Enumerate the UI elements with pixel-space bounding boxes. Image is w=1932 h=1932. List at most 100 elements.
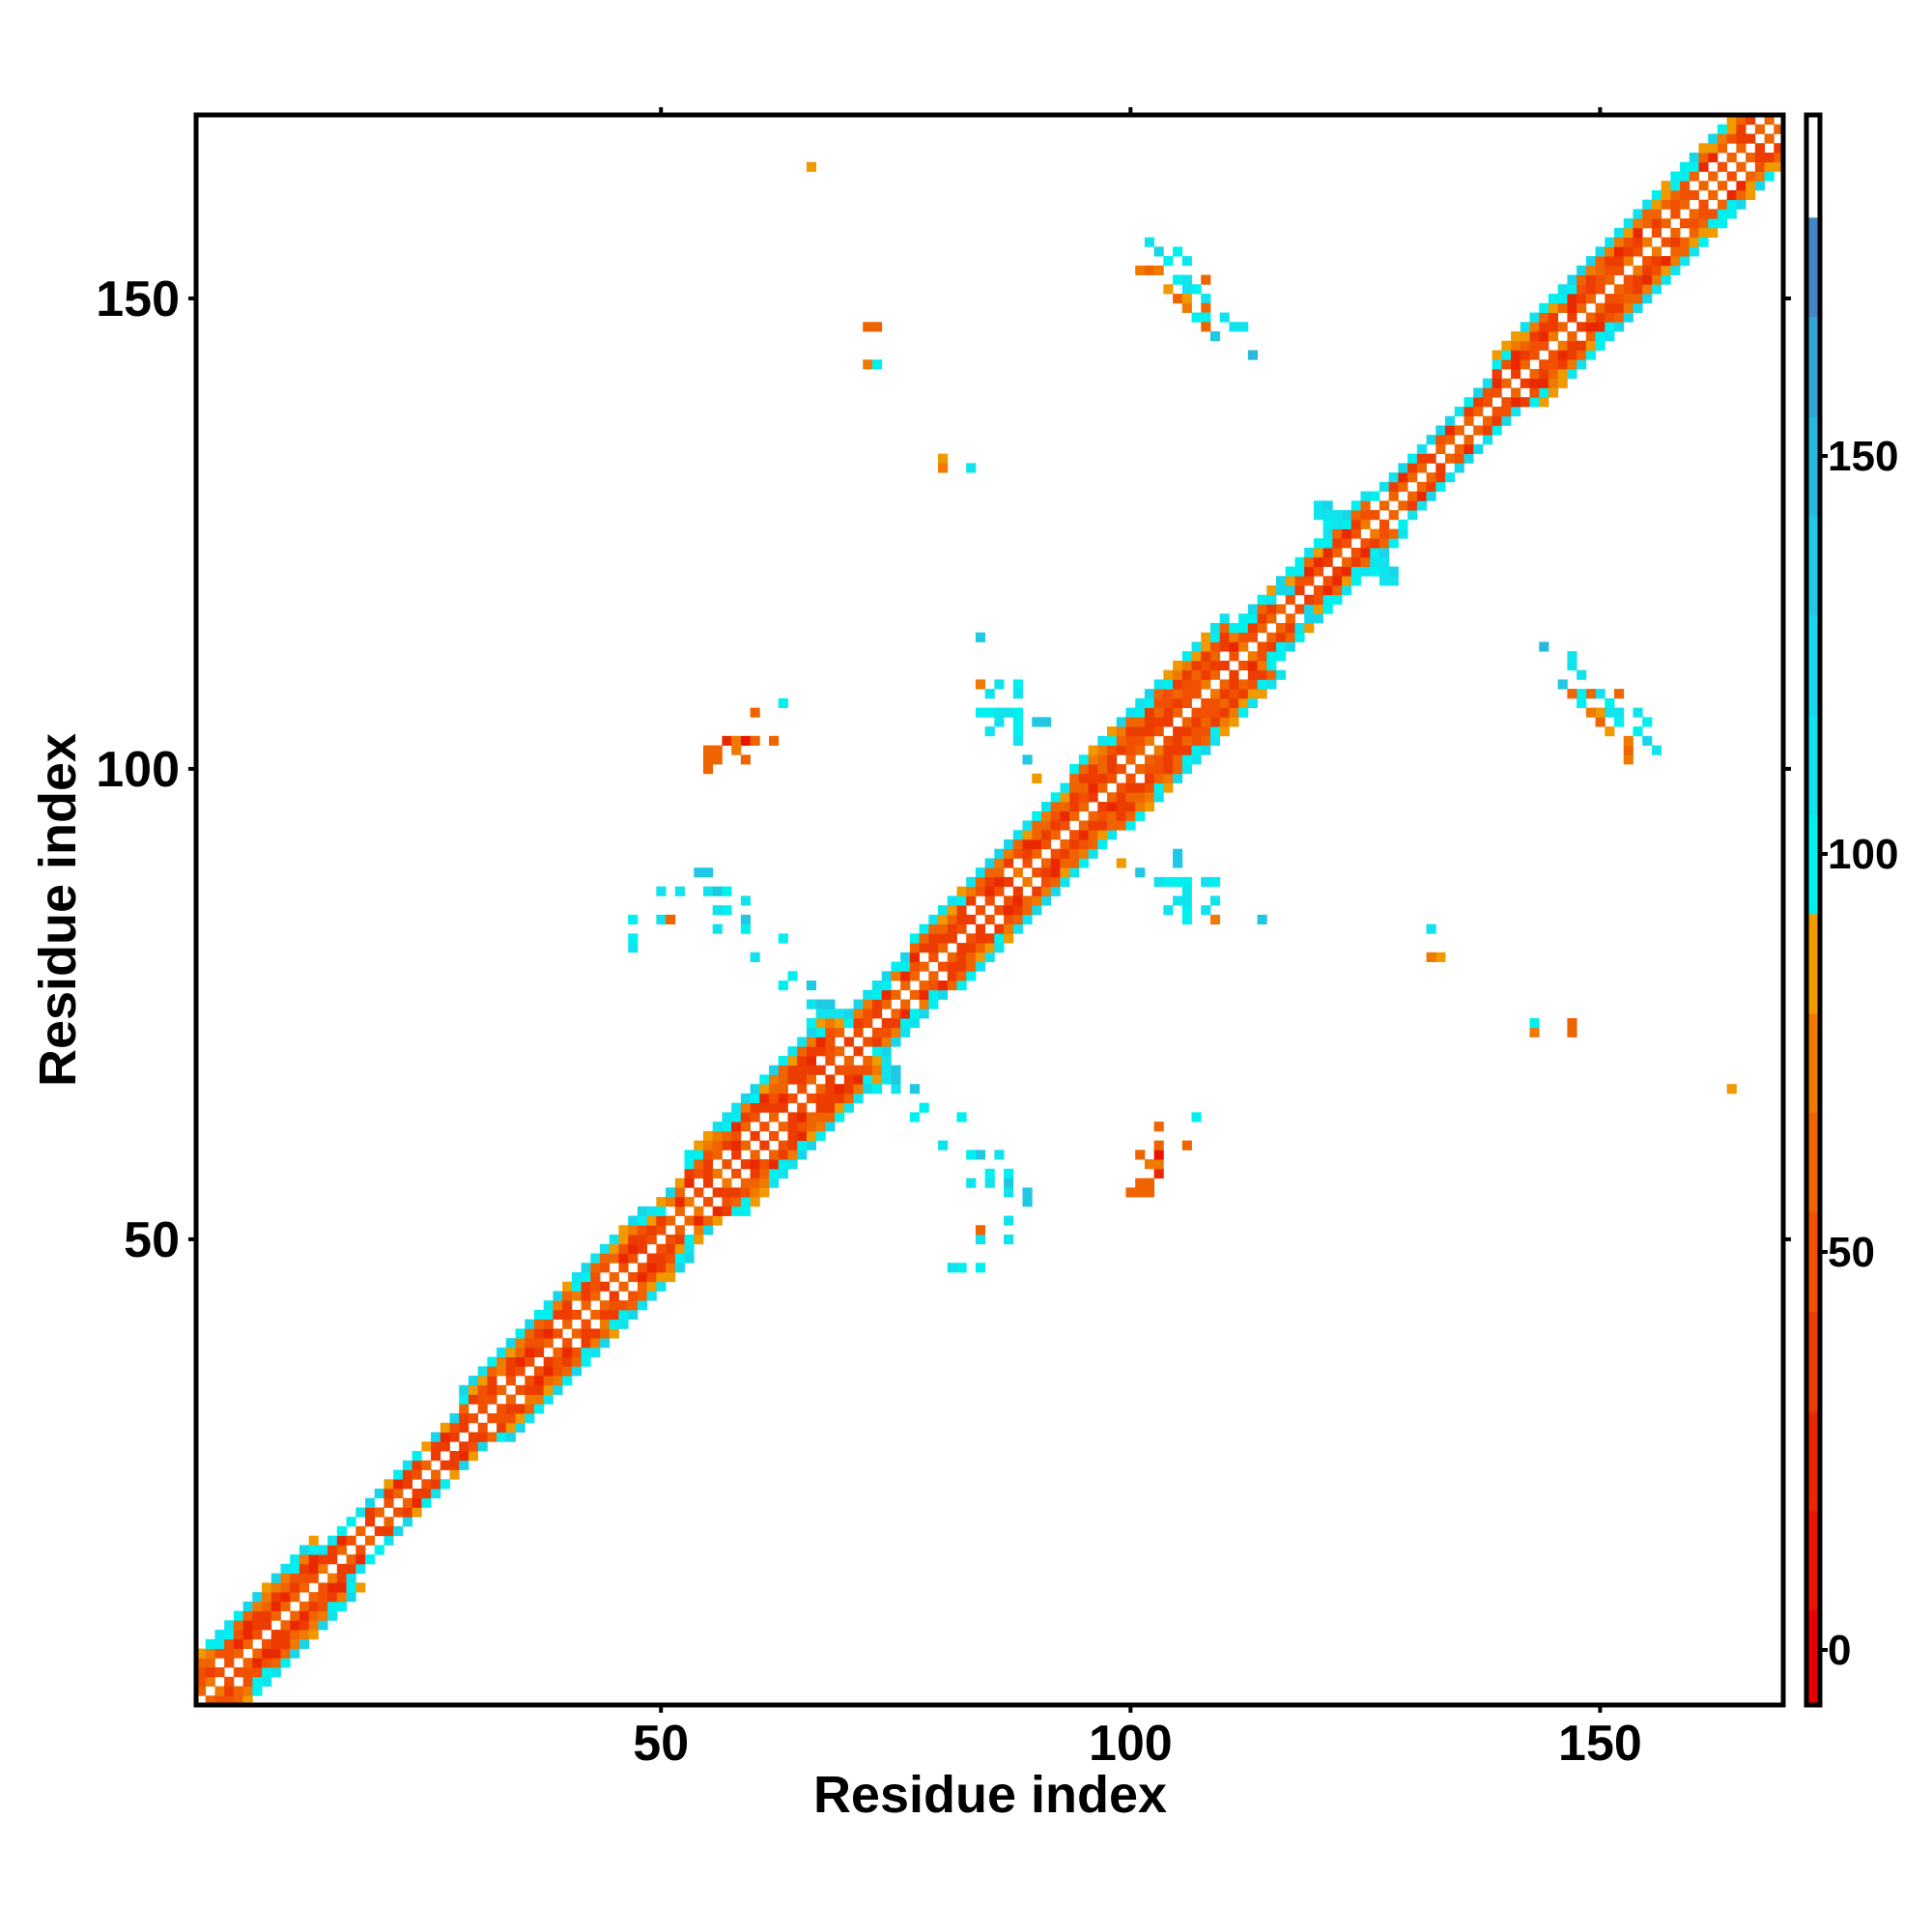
heatmap-cell <box>1209 632 1221 642</box>
heatmap-cell <box>1726 124 1737 134</box>
heatmap-cell <box>1257 613 1267 624</box>
colorbar-bin <box>1806 1609 1820 1706</box>
heatmap-cell <box>656 1197 667 1208</box>
heatmap-cell <box>1463 406 1474 417</box>
heatmap-cell <box>505 1432 516 1442</box>
heatmap-cell <box>1012 895 1023 906</box>
heatmap-cell <box>1595 265 1605 275</box>
heatmap-cell <box>1135 801 1146 812</box>
heatmap-cell <box>355 1525 366 1537</box>
heatmap-cell <box>863 1018 873 1029</box>
heatmap-cell <box>1304 548 1315 558</box>
heatmap-cell <box>1229 632 1239 642</box>
heatmap-cell <box>1342 584 1352 596</box>
heatmap-cell <box>431 1488 441 1499</box>
heatmap-cell <box>336 1525 347 1537</box>
heatmap-cell <box>600 1338 611 1349</box>
heatmap-cell <box>684 1235 695 1245</box>
heatmap-cell <box>881 1046 892 1057</box>
heatmap-cell <box>853 1074 864 1085</box>
heatmap-cell <box>1153 764 1164 775</box>
heatmap-cell <box>891 1065 901 1075</box>
heatmap-cell <box>1022 848 1033 859</box>
heatmap-cell <box>1144 707 1155 718</box>
heatmap-cell <box>666 1187 676 1198</box>
heatmap-cell <box>412 1497 422 1508</box>
heatmap-cell <box>1163 679 1174 690</box>
heatmap-cell <box>336 1582 347 1593</box>
heatmap-cell <box>1567 359 1577 370</box>
heatmap-cell <box>975 876 986 888</box>
heatmap-cell <box>280 1620 291 1631</box>
heatmap-cell <box>759 1159 770 1170</box>
heatmap-cell <box>1774 124 1784 134</box>
heatmap-cell <box>994 933 1005 944</box>
heatmap-cell <box>1191 641 1202 652</box>
heatmap-cell <box>477 1441 488 1452</box>
heatmap-cell <box>1247 622 1258 634</box>
heatmap-cell <box>835 1093 845 1104</box>
heatmap-cell <box>440 1422 450 1433</box>
heatmap-cell <box>843 1084 854 1094</box>
heatmap-cell <box>224 1620 235 1631</box>
heatmap-cell <box>956 895 967 906</box>
heatmap-cell <box>1764 133 1775 144</box>
heatmap-cell <box>1501 359 1512 370</box>
heatmap-cell <box>1181 1140 1192 1151</box>
heatmap-cell <box>956 923 967 934</box>
heatmap-cell <box>928 989 939 1000</box>
heatmap-cell <box>666 1271 676 1283</box>
heatmap-cell <box>797 1112 808 1122</box>
heatmap-cell <box>694 867 704 878</box>
heatmap-cell <box>1069 801 1080 812</box>
heatmap-cell <box>984 943 995 953</box>
heatmap-cell <box>431 1479 441 1490</box>
heatmap-cell <box>1642 274 1653 285</box>
heatmap-cell <box>553 1309 563 1321</box>
heatmap-cell <box>759 1187 770 1198</box>
heatmap-cell <box>1680 237 1690 247</box>
heatmap-cell <box>1088 792 1098 803</box>
heatmap-cell <box>497 1404 507 1414</box>
heatmap-cell <box>327 1573 338 1583</box>
heatmap-cell <box>1313 584 1324 596</box>
heatmap-cell <box>525 1384 535 1395</box>
heatmap-cell <box>1022 876 1033 888</box>
heatmap-cell <box>674 1225 685 1236</box>
heatmap-cell <box>628 933 639 944</box>
heatmap-cell <box>336 1563 347 1575</box>
heatmap-cell <box>1426 472 1436 483</box>
heatmap-cell <box>1717 143 1728 154</box>
heatmap-cell <box>759 1140 770 1151</box>
heatmap-cell <box>778 1055 788 1066</box>
heatmap-cell <box>1257 679 1267 690</box>
heatmap-cell <box>1539 340 1549 351</box>
heatmap-cell <box>1144 754 1155 765</box>
heatmap-cell <box>412 1451 422 1462</box>
heatmap-cell <box>364 1535 376 1546</box>
heatmap-cell <box>1144 726 1155 737</box>
heatmap-cell <box>505 1376 516 1386</box>
heatmap-cell <box>702 1140 714 1151</box>
heatmap-cell <box>1539 302 1549 313</box>
heatmap-cell <box>505 1404 516 1414</box>
heatmap-cell <box>1276 632 1287 642</box>
heatmap-cell <box>562 1366 573 1377</box>
heatmap-cell <box>1247 350 1258 360</box>
heatmap-cell <box>1398 472 1408 483</box>
heatmap-cell <box>1360 519 1371 529</box>
heatmap-cell <box>694 1150 704 1160</box>
heatmap-cell <box>290 1554 300 1565</box>
heatmap-cell <box>1322 500 1333 511</box>
heatmap-cell <box>694 1159 704 1170</box>
heatmap-cell <box>1173 679 1183 690</box>
heatmap-cell <box>1473 425 1484 436</box>
heatmap-cell <box>609 1291 619 1301</box>
heatmap-cell <box>600 1300 611 1311</box>
heatmap-cell <box>1698 237 1709 247</box>
heatmap-cell <box>750 1197 760 1208</box>
heatmap-cell <box>975 679 986 690</box>
heatmap-cell <box>505 1338 516 1349</box>
heatmap-cell <box>1238 632 1249 642</box>
heatmap-cell <box>308 1592 319 1603</box>
